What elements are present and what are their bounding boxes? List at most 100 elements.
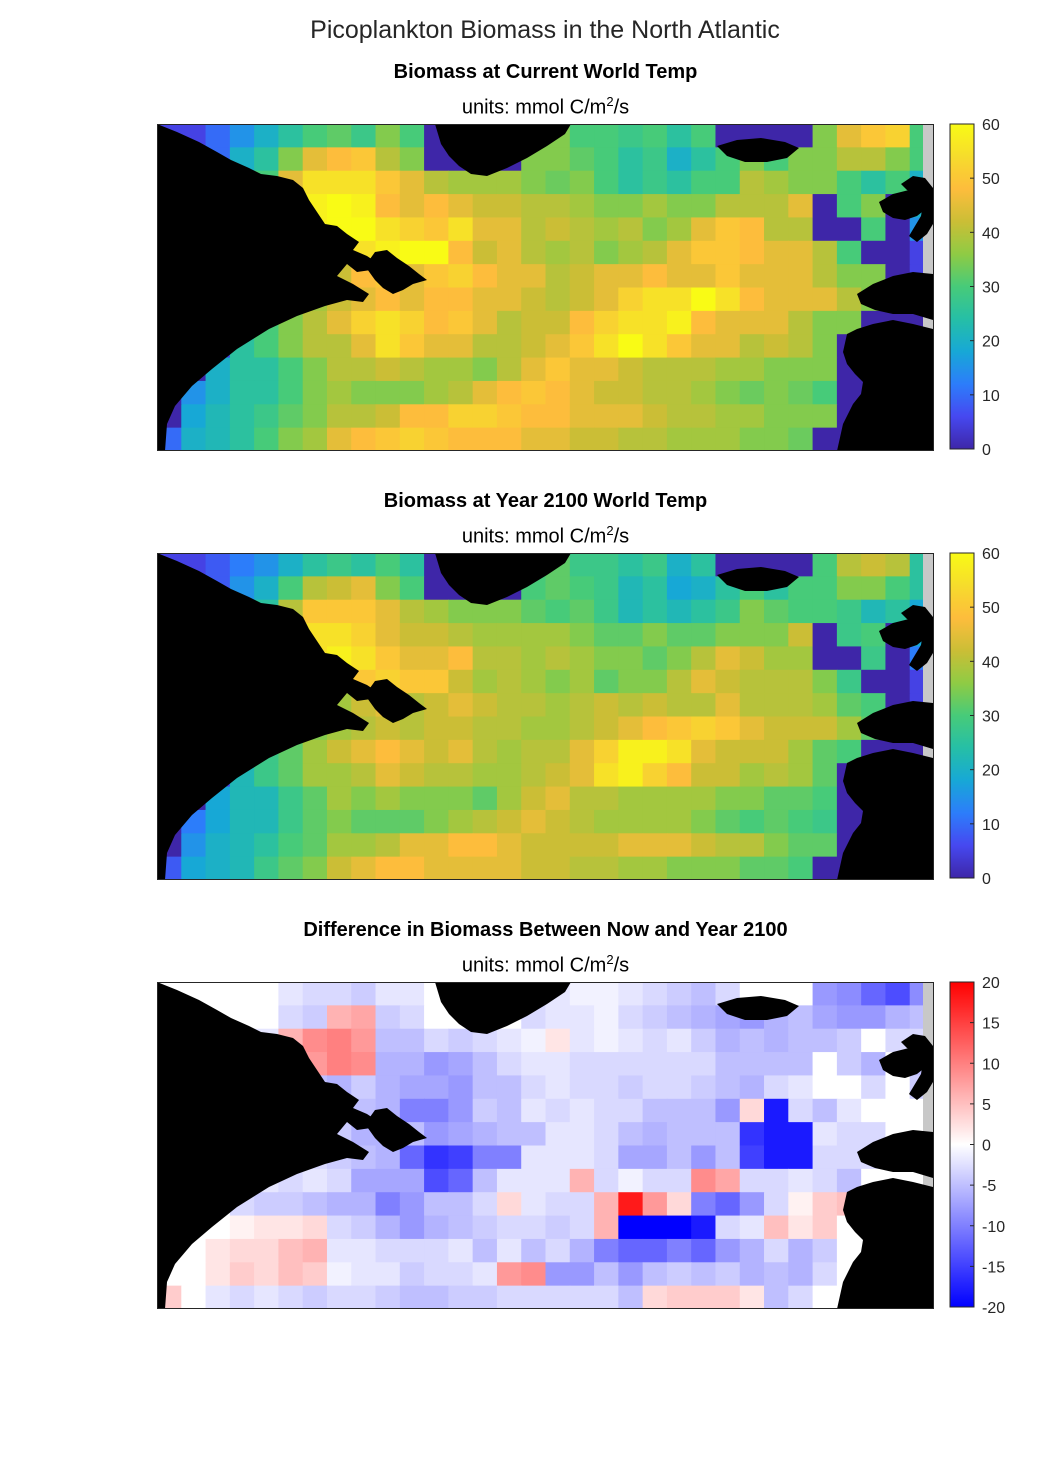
heatmap-cell [666,716,692,741]
heatmap-cell [764,1028,789,1053]
heatmap-cell [812,1215,838,1240]
heatmap-cell [278,124,304,148]
heatmap-cell [739,1122,765,1147]
heatmap-cell [691,809,717,834]
heatmap-cell [642,1192,668,1217]
iceland-land [717,567,799,591]
heatmap-cell [642,1168,668,1193]
heatmap-cell [448,1028,474,1053]
heatmap-cell [739,1192,765,1217]
panel-title: Biomass at Current World Temp [393,61,698,83]
heatmap-cell [496,357,522,382]
heatmap-cell [715,240,741,265]
heatmap-cell [496,264,522,289]
heatmap-cell [496,693,522,718]
heatmap-cell [569,646,595,671]
greenland-land [435,982,571,1034]
heatmap-cell [836,1005,862,1030]
heatmap-cell [448,1052,474,1077]
heatmap-cell [326,334,352,359]
heatmap-cell [302,1215,328,1240]
heatmap-cell [351,1215,377,1240]
heatmap-cell [642,1215,668,1240]
heatmap-cell [739,1028,765,1053]
heatmap-cell [691,194,717,219]
iceland-land [717,138,799,162]
heatmap-cell [302,124,328,148]
heatmap-cell [326,856,352,880]
heatmap-cell [739,623,765,648]
heatmap-cell [448,1075,474,1100]
heatmap-cell [594,310,619,335]
heatmap-cell [739,1098,765,1123]
heatmap-cell [205,553,231,577]
heatmap-cell [691,380,717,405]
heatmap-cell [205,809,231,834]
heatmap-cell [399,334,425,359]
heatmap-cell [812,739,838,764]
heatmap-cell [545,357,571,382]
heatmap-cell [521,1168,547,1193]
heatmap-cell [254,334,280,359]
heatmap-cell [424,1122,449,1147]
heatmap-cell [496,1122,522,1147]
heatmap-cell [472,669,498,694]
heatmap-cell [691,1145,717,1170]
heatmap-cell [375,739,401,764]
heatmap-cell [424,1238,449,1263]
newfoundland-land [365,1108,427,1152]
heatmap-cell [399,357,425,382]
heatmap-cell [764,716,789,741]
heatmap-cell [594,1145,619,1170]
colorbar-tick-label: -20 [982,1300,1005,1317]
heatmap-cell [642,264,668,289]
heatmap-cell [302,1168,328,1193]
colorbar-tick-label: 40 [982,225,1000,242]
heatmap-cell [472,1028,498,1053]
heatmap-cell [739,809,765,834]
heatmap-cell [618,763,644,788]
heatmap-cell [375,1262,401,1287]
heatmap-cell [496,310,522,335]
heatmap-cell [642,1005,668,1030]
heatmap-cell [399,1238,425,1263]
heatmap-cell [666,623,692,648]
heatmap-cell [375,553,401,577]
heatmap-cell [594,404,619,429]
heatmap-cell [375,1192,401,1217]
heatmap-cell [545,576,571,601]
heatmap-cell [351,194,377,219]
heatmap-cell [788,124,814,148]
heatmap-cell [496,194,522,219]
heatmap-cell [521,334,547,359]
heatmap-cell [448,427,474,451]
heatmap-cell [521,599,547,624]
heatmap-cell [788,833,814,858]
heatmap-cell [545,693,571,718]
heatmap-cell [594,240,619,265]
heatmap-cell [715,1098,741,1123]
heatmap-cell [302,599,328,624]
heatmap-cell [666,240,692,265]
heatmap-cell [788,170,814,195]
heatmap-cell [861,553,887,577]
heatmap-cell [545,427,571,451]
heatmap-cell [326,1052,352,1077]
heatmap-cell [861,982,887,1006]
heatmap-cell [375,576,401,601]
heatmap-cell [326,809,352,834]
heatmap-cell [424,669,449,694]
heatmap-cell [496,404,522,429]
heatmap-cell [424,194,449,219]
heatmap-cell [472,646,498,671]
heatmap-cell [399,1262,425,1287]
heatmap-cell [545,1192,571,1217]
heatmap-cell [739,646,765,671]
iceland-land [717,996,799,1020]
heatmap-cell [642,1098,668,1123]
heatmap-cell [691,1192,717,1217]
heatmap-cell [739,1285,765,1309]
heatmap-cell [278,982,304,1006]
heatmap-cell [229,404,255,429]
heatmap-cell [642,404,668,429]
